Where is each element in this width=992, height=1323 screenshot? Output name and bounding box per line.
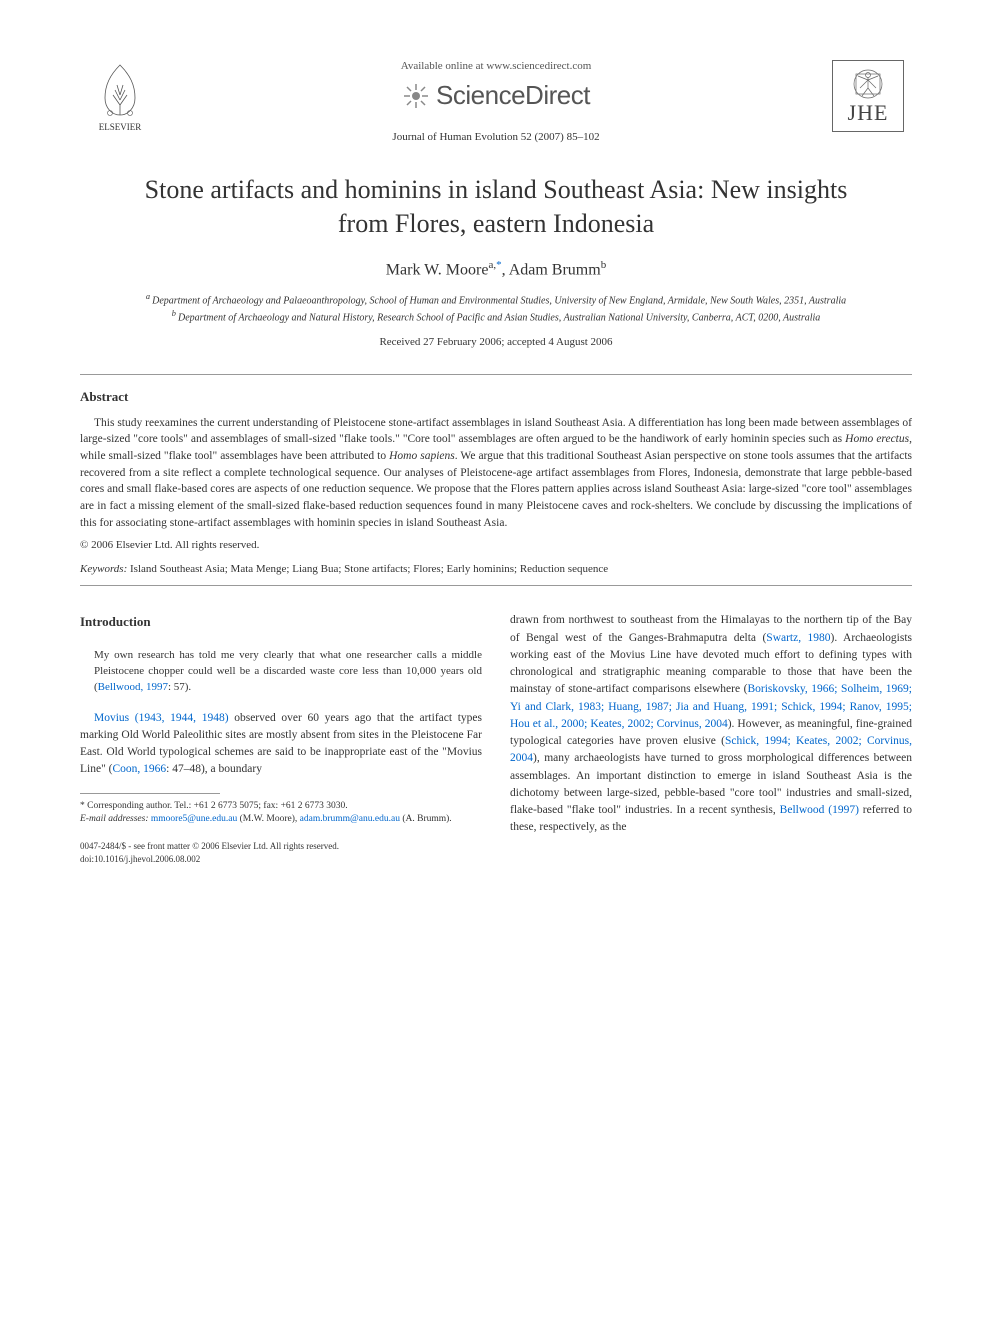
author-2-aff: b: [601, 259, 607, 271]
author-separator: ,: [502, 261, 509, 278]
left-column: Introduction My own research has told me…: [80, 612, 482, 865]
author-1-aff: a,: [488, 259, 496, 271]
sciencedirect-flare-icon: [402, 82, 430, 110]
quote-citation[interactable]: Bellwood, 1997: [98, 681, 168, 693]
affiliation-a: a Department of Archaeology and Palaeoan…: [120, 291, 872, 308]
introduction-heading: Introduction: [80, 612, 482, 632]
vitruvian-icon: [848, 66, 888, 100]
keywords-line: Keywords: Island Southeast Asia; Mata Me…: [80, 563, 912, 575]
elsevier-tree-icon: [95, 60, 145, 120]
affiliations-block: a Department of Archaeology and Palaeoan…: [120, 291, 872, 326]
doi-line-1: 0047-2484/$ - see front matter © 2006 El…: [80, 840, 482, 853]
affiliation-a-text: Department of Archaeology and Palaeoanth…: [152, 295, 846, 306]
affiliation-b: b Department of Archaeology and Natural …: [120, 308, 872, 325]
affiliation-b-text: Department of Archaeology and Natural Hi…: [178, 313, 820, 324]
body-columns: Introduction My own research has told me…: [80, 612, 912, 865]
citation-swartz[interactable]: Swartz, 1980: [766, 632, 830, 644]
journal-logo: JHE: [832, 60, 912, 132]
footnote-divider: [80, 793, 220, 794]
left-para-1: Movius (1943, 1944, 1948) observed over …: [80, 710, 482, 779]
email-1[interactable]: mmoore5@une.edu.au: [149, 814, 238, 824]
available-online-text: Available online at www.sciencedirect.co…: [180, 60, 812, 72]
citation-movius[interactable]: Movius (1943, 1944, 1948): [94, 712, 229, 724]
sciencedirect-text: ScienceDirect: [436, 80, 590, 111]
article-dates: Received 27 February 2006; accepted 4 Au…: [80, 336, 912, 348]
article-title: Stone artifacts and hominins in island S…: [120, 173, 872, 241]
divider-top: [80, 374, 912, 375]
abstract-paragraph: This study reexamines the current unders…: [80, 415, 912, 532]
email-name-2: (A. Brumm).: [400, 814, 452, 824]
jhe-logo-box: JHE: [832, 60, 904, 132]
publisher-logo: ELSEVIER: [80, 60, 160, 132]
journal-reference: Journal of Human Evolution 52 (2007) 85–…: [180, 131, 812, 143]
divider-bottom: [80, 585, 912, 586]
email-name-1: (M.W. Moore),: [237, 814, 299, 824]
jhe-abbrev: JHE: [848, 100, 889, 126]
abstract-em-1: Homo erectus: [845, 433, 909, 445]
abstract-em-2: Homo sapiens: [389, 450, 455, 462]
footnotes-block: * Corresponding author. Tel.: +61 2 6773…: [80, 800, 482, 827]
citation-coon[interactable]: Coon, 1966: [112, 763, 166, 775]
citation-bellwood[interactable]: Bellwood (1997): [780, 804, 859, 816]
abstract-copyright: © 2006 Elsevier Ltd. All rights reserved…: [80, 539, 912, 551]
sciencedirect-logo: ScienceDirect: [402, 80, 590, 111]
abstract-text-1: This study reexamines the current unders…: [80, 417, 912, 446]
email-footnote: E-mail addresses: mmoore5@une.edu.au (M.…: [80, 813, 482, 826]
right-column: drawn from northwest to southeast from t…: [510, 612, 912, 865]
publisher-name: ELSEVIER: [80, 122, 160, 132]
quote-text-2: : 57).: [168, 681, 191, 693]
doi-block: 0047-2484/$ - see front matter © 2006 El…: [80, 840, 482, 865]
authors-line: Mark W. Moorea,*, Adam Brummb: [80, 259, 912, 279]
email-label: E-mail addresses:: [80, 814, 149, 824]
center-header: Available online at www.sciencedirect.co…: [160, 60, 832, 143]
keywords-text: Island Southeast Asia; Mata Menge; Liang…: [127, 563, 608, 575]
corresponding-footnote: * Corresponding author. Tel.: +61 2 6773…: [80, 800, 482, 813]
right-para-1: drawn from northwest to southeast from t…: [510, 612, 912, 836]
abstract-heading: Abstract: [80, 389, 912, 405]
left-text-3: : 47–48), a boundary: [166, 763, 262, 775]
author-2-name: Adam Brumm: [509, 261, 601, 278]
keywords-label: Keywords:: [80, 563, 127, 575]
author-1-name: Mark W. Moore: [386, 261, 489, 278]
doi-line-2: doi:10.1016/j.jhevol.2006.08.002: [80, 853, 482, 866]
intro-quote: My own research has told me very clearly…: [94, 648, 482, 696]
email-2[interactable]: adam.brumm@anu.edu.au: [300, 814, 400, 824]
header-bar: ELSEVIER Available online at www.science…: [80, 60, 912, 143]
